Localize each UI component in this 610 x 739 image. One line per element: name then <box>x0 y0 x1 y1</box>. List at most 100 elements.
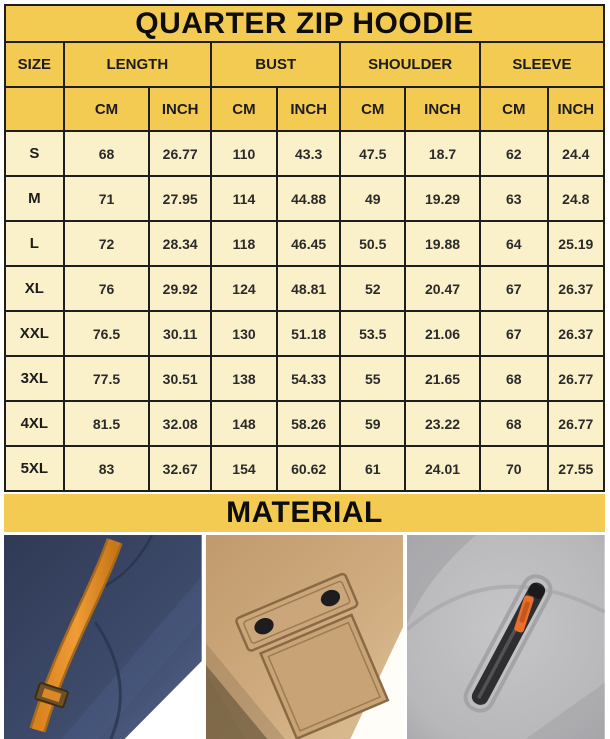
snap-button <box>320 589 340 607</box>
value-cell: 50.5 <box>339 220 407 267</box>
value-cell: 49 <box>339 175 407 222</box>
value-cell: 27.55 <box>546 445 606 492</box>
col-header-shoulder: SHOULDER <box>339 41 481 88</box>
size-label: M <box>4 175 65 222</box>
value-cell: 46.45 <box>275 220 342 267</box>
strap-buckle <box>34 682 69 709</box>
khaki-fabric-image <box>205 535 404 739</box>
value-cell: 76 <box>62 265 151 312</box>
value-cell: 19.88 <box>404 220 481 267</box>
col-header-size: SIZE <box>4 41 65 88</box>
value-cell: 59 <box>339 400 407 447</box>
material-heading: MATERIAL <box>4 494 605 532</box>
value-cell: 44.88 <box>275 175 342 222</box>
value-cell: 24.4 <box>546 130 606 177</box>
value-cell: 148 <box>210 400 278 447</box>
zipper <box>463 574 553 713</box>
page-title: QUARTER ZIP HOODIE <box>4 4 605 43</box>
size-label: XXL <box>4 310 65 357</box>
value-cell: 110 <box>210 130 278 177</box>
value-cell: 61 <box>339 445 407 492</box>
value-cell: 26.77 <box>148 130 213 177</box>
fabric-photo-navy-strap <box>4 535 202 739</box>
size-label: S <box>4 130 65 177</box>
value-cell: 118 <box>210 220 278 267</box>
value-cell: 72 <box>62 220 151 267</box>
value-cell: 29.92 <box>148 265 213 312</box>
value-cell: 68 <box>478 400 549 447</box>
unit-header-cm: CM <box>62 86 151 132</box>
fabric-photo-gray-zipper <box>407 535 606 739</box>
value-cell: 138 <box>210 355 278 402</box>
value-cell: 48.81 <box>275 265 342 312</box>
unit-header-inch: INCH <box>404 86 481 132</box>
value-cell: 130 <box>210 310 278 357</box>
column-group-row: SIZE LENGTH BUST SHOULDER SLEEVE <box>4 41 606 88</box>
value-cell: 63 <box>478 175 549 222</box>
value-cell: 24.01 <box>404 445 481 492</box>
value-cell: 21.06 <box>404 310 481 357</box>
value-cell: 47.5 <box>339 130 407 177</box>
value-cell: 20.47 <box>404 265 481 312</box>
value-cell: 154 <box>210 445 278 492</box>
value-cell: 26.37 <box>546 265 606 312</box>
value-cell: 53.5 <box>339 310 407 357</box>
value-cell: 24.8 <box>546 175 606 222</box>
unit-header-cm: CM <box>339 86 407 132</box>
value-cell: 77.5 <box>62 355 151 402</box>
size-chart-table: QUARTER ZIP HOODIE SIZE LENGTH BUST SHOU… <box>4 4 606 492</box>
table-row-5xl: 5XL 83 32.67 154 60.62 61 24.01 70 27.55 <box>4 445 606 492</box>
value-cell: 114 <box>210 175 278 222</box>
gray-fabric-image <box>407 535 606 739</box>
size-label: XL <box>4 265 65 312</box>
table-row-3xl: 3XL 77.5 30.51 138 54.33 55 21.65 68 26.… <box>4 355 606 402</box>
value-cell: 51.18 <box>275 310 342 357</box>
table-row-m: M 71 27.95 114 44.88 49 19.29 63 24.8 <box>4 175 606 222</box>
table-row-xxl: XXL 76.5 30.11 130 51.18 53.5 21.06 67 2… <box>4 310 606 357</box>
value-cell: 70 <box>478 445 549 492</box>
value-cell: 62 <box>478 130 549 177</box>
table-row-s: S 68 26.77 110 43.3 47.5 18.7 62 24.4 <box>4 130 606 177</box>
value-cell: 21.65 <box>404 355 481 402</box>
value-cell: 83 <box>62 445 151 492</box>
navy-fabric-image <box>4 535 202 739</box>
value-cell: 64 <box>478 220 549 267</box>
fabric-photo-khaki-pocket <box>205 535 404 739</box>
value-cell: 30.11 <box>148 310 213 357</box>
value-cell: 23.22 <box>404 400 481 447</box>
value-cell: 68 <box>62 130 151 177</box>
value-cell: 26.77 <box>546 400 606 447</box>
value-cell: 25.19 <box>546 220 606 267</box>
size-label: 4XL <box>4 400 65 447</box>
col-header-bust: BUST <box>210 41 342 88</box>
table-row-xl: XL 76 29.92 124 48.81 52 20.47 67 26.37 <box>4 265 606 312</box>
value-cell: 32.08 <box>148 400 213 447</box>
value-cell: 67 <box>478 265 549 312</box>
zipper-slider <box>528 582 546 600</box>
unit-header-inch: INCH <box>546 86 606 132</box>
value-cell: 26.37 <box>546 310 606 357</box>
value-cell: 30.51 <box>148 355 213 402</box>
value-cell: 76.5 <box>62 310 151 357</box>
value-cell: 81.5 <box>62 400 151 447</box>
unit-header-inch: INCH <box>148 86 213 132</box>
value-cell: 19.29 <box>404 175 481 222</box>
value-cell: 27.95 <box>148 175 213 222</box>
value-cell: 60.62 <box>275 445 342 492</box>
value-cell: 71 <box>62 175 151 222</box>
snap-button <box>254 617 274 635</box>
value-cell: 124 <box>210 265 278 312</box>
value-cell: 32.67 <box>148 445 213 492</box>
value-cell: 43.3 <box>275 130 342 177</box>
unit-header-row: CM INCH CM INCH CM INCH CM INCH <box>4 86 606 132</box>
material-photos <box>4 535 606 739</box>
size-label: 5XL <box>4 445 65 492</box>
value-cell: 55 <box>339 355 407 402</box>
size-label: 3XL <box>4 355 65 402</box>
unit-header-cm: CM <box>210 86 278 132</box>
value-cell: 67 <box>478 310 549 357</box>
table-row-4xl: 4XL 81.5 32.08 148 58.26 59 23.22 68 26.… <box>4 400 606 447</box>
unit-header-cm: CM <box>478 86 549 132</box>
unit-header-inch: INCH <box>275 86 342 132</box>
